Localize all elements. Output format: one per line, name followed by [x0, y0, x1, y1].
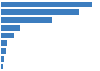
Bar [1, 9, 79, 15]
Bar [1, 48, 6, 54]
Bar [1, 17, 52, 23]
Bar [1, 25, 20, 31]
Bar [1, 2, 92, 7]
Bar [1, 33, 14, 38]
Bar [1, 64, 3, 69]
Bar [1, 56, 4, 62]
Bar [1, 40, 7, 46]
